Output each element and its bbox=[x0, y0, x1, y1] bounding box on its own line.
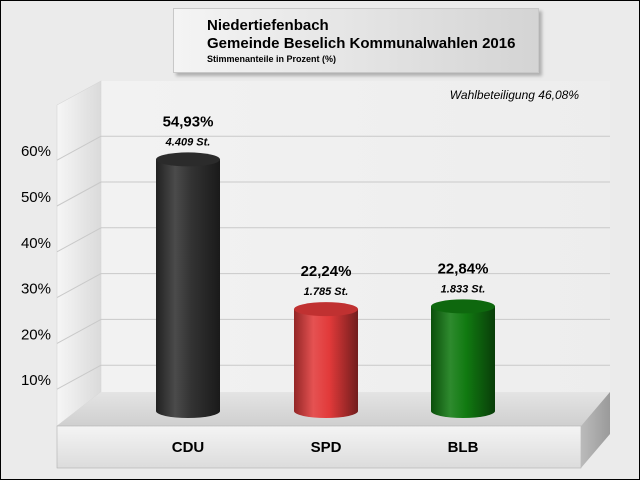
y-tick-label: 50% bbox=[21, 189, 51, 206]
gridline-side bbox=[56, 273, 102, 299]
value-label-spd: 22,24% bbox=[301, 263, 352, 280]
title-box: Niedertiefenbach Gemeinde Beselich Kommu… bbox=[173, 8, 539, 73]
bar-top bbox=[431, 299, 495, 314]
y-tick-label: 20% bbox=[21, 326, 51, 343]
value-label-blb: 22,84% bbox=[438, 260, 489, 277]
y-tick-label: 10% bbox=[21, 372, 51, 389]
y-tick-label: 60% bbox=[21, 143, 51, 160]
turnout-label: Wahlbeteiligung 46,08% bbox=[450, 88, 580, 102]
chart-side-wall bbox=[56, 80, 102, 427]
gridline-side bbox=[56, 227, 102, 253]
category-label-spd: SPD bbox=[311, 439, 342, 456]
chart-base-side bbox=[581, 392, 610, 468]
chart-title-line1: Niedertiefenbach bbox=[207, 17, 329, 34]
bar-body bbox=[431, 306, 495, 418]
gridline-side bbox=[56, 364, 102, 390]
bar-spd bbox=[294, 302, 358, 418]
gridline-side bbox=[56, 135, 102, 161]
bar-top bbox=[294, 302, 358, 317]
gridline-side bbox=[56, 318, 102, 344]
bar-body bbox=[156, 159, 220, 418]
y-tick-label: 30% bbox=[21, 281, 51, 298]
bar-cdu bbox=[156, 152, 220, 418]
chart-base-front bbox=[56, 425, 582, 469]
bar-body bbox=[294, 309, 358, 418]
gridline-side bbox=[56, 181, 102, 207]
y-tick-label: 40% bbox=[21, 235, 51, 252]
votes-label-cdu: 4.409 St. bbox=[165, 136, 211, 148]
category-label-blb: BLB bbox=[448, 439, 479, 456]
votes-label-blb: 1.833 St. bbox=[441, 283, 486, 295]
bar-top bbox=[156, 152, 220, 167]
category-label-cdu: CDU bbox=[172, 439, 205, 456]
value-label-cdu: 54,93% bbox=[163, 113, 214, 130]
chart-title-line2: Gemeinde Beselich Kommunalwahlen 2016 bbox=[207, 35, 516, 52]
chart-subtitle: Stimmenanteile in Prozent (%) bbox=[207, 54, 337, 64]
votes-label-spd: 1.785 St. bbox=[304, 286, 349, 298]
bar-blb bbox=[431, 299, 495, 418]
